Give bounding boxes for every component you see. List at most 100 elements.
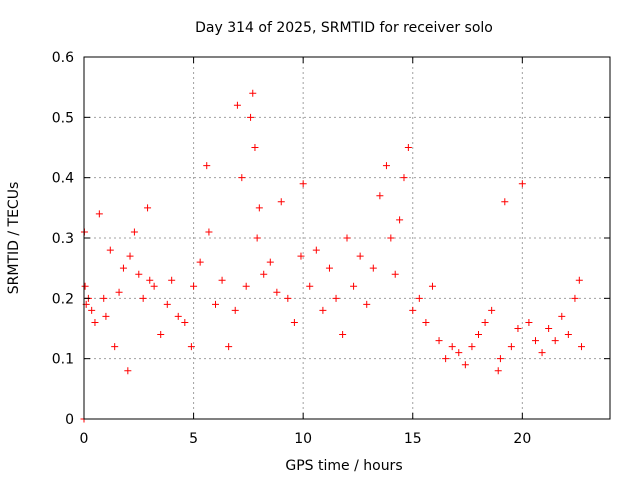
data-point <box>376 192 384 200</box>
data-point <box>404 144 412 151</box>
data-point <box>363 300 371 308</box>
y-tick-label: 0 <box>65 412 74 428</box>
data-point <box>238 174 246 182</box>
data-point <box>350 282 358 290</box>
data-point <box>339 331 347 339</box>
data-point <box>428 282 436 290</box>
data-point <box>139 294 147 302</box>
chart-title: Day 314 of 2025, SRMTID for receiver sol… <box>195 20 493 36</box>
data-point <box>578 343 586 351</box>
data-point <box>203 162 211 170</box>
data-point <box>496 355 504 363</box>
data-point <box>461 361 469 369</box>
data-point <box>218 276 226 284</box>
x-tick-label: 5 <box>189 431 198 447</box>
data-point <box>115 288 123 296</box>
data-point <box>332 294 340 302</box>
data-point <box>488 306 496 314</box>
data-point <box>319 306 327 314</box>
data-point <box>247 113 255 121</box>
data-point <box>266 258 274 266</box>
data-point <box>448 343 456 351</box>
data-point <box>391 270 399 278</box>
x-axis-ticks: 0 5 10 15 20 <box>80 57 531 447</box>
data-point <box>396 216 404 224</box>
data-point <box>146 276 154 284</box>
data-point <box>130 228 138 236</box>
data-points <box>80 89 586 423</box>
data-point <box>481 318 489 326</box>
y-tick-label: 0.3 <box>52 231 74 247</box>
x-tick-label: 10 <box>294 431 312 447</box>
data-point <box>369 264 377 272</box>
data-point <box>174 312 182 320</box>
data-point <box>538 349 546 357</box>
data-point <box>91 318 99 326</box>
data-point <box>260 270 268 278</box>
data-point <box>501 198 509 206</box>
data-point <box>249 89 257 97</box>
data-point <box>468 343 476 351</box>
data-point <box>564 331 572 339</box>
data-point <box>343 234 351 242</box>
y-tick-label: 0.2 <box>52 291 74 307</box>
data-point <box>225 343 233 351</box>
data-point <box>233 101 241 109</box>
data-point <box>571 294 579 302</box>
data-point <box>558 312 566 320</box>
data-point <box>299 180 307 188</box>
data-point <box>181 318 189 326</box>
data-point <box>150 282 158 290</box>
x-tick-label: 20 <box>513 431 531 447</box>
y-tick-label: 0.4 <box>52 171 74 187</box>
data-point <box>124 367 132 375</box>
data-point <box>545 325 553 332</box>
data-point <box>312 246 320 254</box>
data-point <box>514 325 522 332</box>
data-point <box>387 234 395 242</box>
data-point <box>575 276 583 284</box>
data-point <box>518 180 526 188</box>
data-point <box>190 282 198 290</box>
data-point <box>163 300 171 308</box>
data-point <box>187 343 195 351</box>
data-point <box>494 367 502 375</box>
data-point <box>325 264 333 272</box>
data-point <box>284 294 292 302</box>
data-point <box>231 306 239 314</box>
data-point <box>168 276 176 284</box>
data-point <box>119 264 127 272</box>
data-point <box>297 252 305 260</box>
data-point <box>277 198 285 206</box>
data-point <box>196 258 204 266</box>
data-point <box>422 318 430 326</box>
y-tick-label: 0.6 <box>52 50 74 66</box>
data-point <box>475 331 482 339</box>
x-tick-label: 0 <box>80 431 89 447</box>
data-point <box>409 306 417 314</box>
data-point <box>255 204 263 212</box>
y-tick-label: 0.1 <box>52 352 74 368</box>
data-point <box>356 252 364 260</box>
data-point <box>551 337 559 345</box>
data-point <box>106 246 114 254</box>
data-point <box>242 282 250 290</box>
data-point <box>144 204 152 212</box>
y-tick-label: 0.5 <box>52 110 74 126</box>
data-point <box>205 228 213 236</box>
data-point <box>135 270 143 278</box>
data-point <box>442 355 450 363</box>
data-point <box>88 306 96 314</box>
data-point <box>81 282 89 290</box>
data-point <box>253 234 261 242</box>
data-point <box>507 343 515 351</box>
y-axis-ticks: 0 0.1 0.2 0.3 0.4 0.5 0.6 <box>52 50 610 428</box>
x-axis-label: GPS time / hours <box>285 458 402 474</box>
x-tick-label: 15 <box>404 431 422 447</box>
data-point <box>435 337 443 345</box>
data-point <box>126 252 134 260</box>
data-point <box>102 312 110 320</box>
data-point <box>415 294 423 302</box>
data-point <box>100 294 108 302</box>
